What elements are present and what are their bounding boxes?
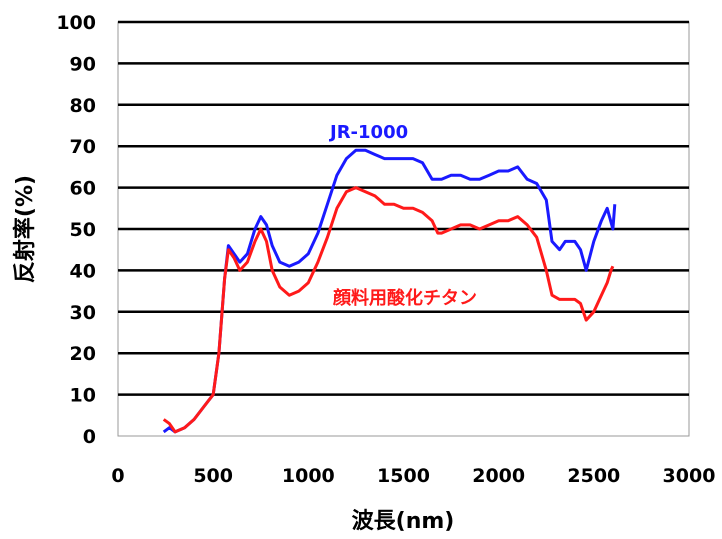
y-tick-label: 20	[70, 343, 96, 365]
x-tick-label: 1000	[282, 465, 335, 487]
series-label-titanium: 顔料用酸化チタン	[332, 287, 477, 309]
series-lines	[162, 148, 617, 434]
x-tick-label: 2000	[472, 465, 525, 487]
y-tick-label: 10	[70, 385, 96, 407]
y-tick-label: 100	[56, 12, 96, 34]
x-tick-label: 1500	[377, 465, 430, 487]
x-tick-label: 0	[111, 465, 124, 487]
y-tick-label: 0	[83, 426, 96, 448]
x-tick-label: 500	[193, 465, 233, 487]
y-axis-ticks: 0 10 20 30 40 50 60 70 80 90 100	[56, 12, 96, 448]
x-tick-label: 2500	[567, 465, 620, 487]
y-tick-label: 30	[70, 302, 96, 324]
series-line-titanium	[162, 186, 615, 434]
x-axis-title: 波長(nm)	[352, 509, 455, 534]
x-tick-label: 3000	[663, 465, 716, 487]
series-line-jr1000	[162, 148, 617, 434]
y-tick-label: 70	[70, 136, 96, 158]
series-label-jr1000: JR-1000	[328, 122, 408, 143]
y-tick-label: 80	[70, 95, 96, 117]
x-axis-ticks: 0 500 1000 1500 2000 2500 3000	[111, 465, 715, 487]
y-tick-label: 50	[70, 219, 96, 241]
y-axis-title: 反射率(%)	[12, 175, 38, 283]
y-tick-label: 40	[70, 260, 96, 282]
y-tick-label: 90	[70, 53, 96, 75]
y-tick-label: 60	[70, 178, 96, 200]
